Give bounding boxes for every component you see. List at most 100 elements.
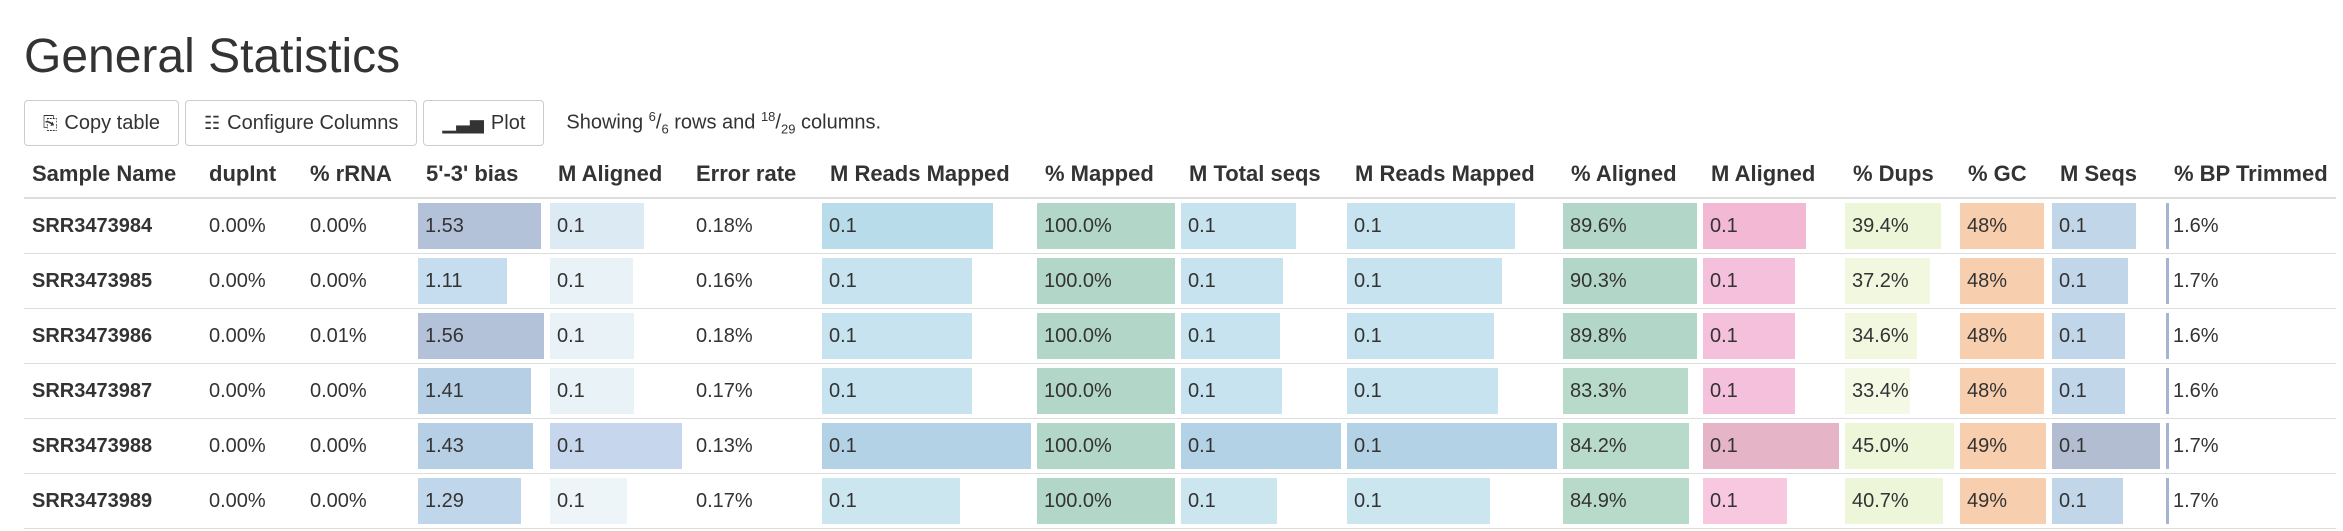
bar-cell: 45.0% <box>1845 423 1954 469</box>
value-bar <box>550 368 635 414</box>
cell-value: 0.1 <box>1354 215 1382 237</box>
error-rate-cell: 0.18% <box>688 308 822 364</box>
value-bar <box>1703 423 1839 469</box>
table-toolbar: ⎘ Copy table ☷ Configure Columns ▁▃▅ Plo… <box>24 99 2343 147</box>
bar-cell: 33.4% <box>1845 368 1954 414</box>
cell-value: 0.1 <box>1354 380 1382 402</box>
value-bar <box>1960 313 2045 359</box>
value-bar <box>1845 258 1931 304</box>
column-header-bp-trimmed[interactable]: % BP Trimmed <box>2166 151 2336 199</box>
cell-value: 0.1 <box>1188 325 1216 347</box>
cell-value: 1.7% <box>2173 270 2219 292</box>
cell-value: 0.1 <box>557 325 585 347</box>
column-header-m-reads-mapped[interactable]: M Reads Mapped <box>822 151 1037 199</box>
value-bar <box>822 423 1031 469</box>
bar-cell: 0.1 <box>2052 368 2160 414</box>
value-bar <box>2052 478 2124 524</box>
cell-value: 0.1 <box>1710 490 1738 512</box>
rrna-cell: 0.00% <box>302 473 418 529</box>
bar-cell: 0.1 <box>1181 423 1341 469</box>
value-bar <box>1960 368 2045 414</box>
value-bar <box>1181 368 1282 414</box>
column-header-m-total-seqs[interactable]: M Total seqs <box>1181 151 1347 199</box>
cell-value: 0.1 <box>557 270 585 292</box>
bar-cell: 0.1 <box>1347 368 1557 414</box>
column-header-m-aligned[interactable]: M Aligned <box>1703 151 1845 199</box>
m-reads-mapped-cell: 0.1 <box>1347 473 1563 529</box>
bp-trimmed-cell: 1.7% <box>2166 418 2336 474</box>
bar-cell: 90.3% <box>1563 258 1697 304</box>
column-header-dups[interactable]: % Dups <box>1845 151 1960 199</box>
column-header-aligned[interactable]: % Aligned <box>1563 151 1703 199</box>
value-bar <box>1563 203 1697 249</box>
column-header-gc[interactable]: % GC <box>1960 151 2052 199</box>
cell-value: 1.29 <box>425 490 464 512</box>
m-total-seqs-cell: 0.1 <box>1181 253 1347 309</box>
column-header-m-aligned[interactable]: M Aligned <box>550 151 688 199</box>
m-aligned-cell: 0.1 <box>1703 363 1845 419</box>
value-bar <box>822 258 973 304</box>
m-seqs-cell: 0.1 <box>2052 198 2166 254</box>
value-bar <box>1037 258 1175 304</box>
aligned-cell: 84.9% <box>1563 473 1703 529</box>
cell-value: 0.1 <box>1354 490 1382 512</box>
bar-cell: 48% <box>1960 258 2046 304</box>
rrna-cell: 0.00% <box>302 198 418 254</box>
table-header-row: Sample Name dupInt% rRNA 5'-3' bias M Align… <box>24 151 2336 199</box>
bar-cell: 84.9% <box>1563 478 1697 524</box>
bar-cell: 89.8% <box>1563 313 1697 359</box>
bp-trimmed-cell: 1.6% <box>2166 198 2336 254</box>
table-row: SRR3473989 0.00% 0.00% 1.29 0.1 0.17% 0.1 100.0… <box>24 473 2336 529</box>
bp-trimmed-cell: 1.7% <box>2166 473 2336 529</box>
column-header-dupint[interactable]: dupInt <box>201 151 302 199</box>
cols-shown: 18 <box>760 109 776 125</box>
m-reads-mapped-cell: 0.1 <box>822 308 1037 364</box>
value-bar <box>2166 423 2170 469</box>
mapped-cell: 100.0% <box>1037 198 1181 254</box>
bar-cell: 0.1 <box>1181 258 1341 304</box>
value-bar <box>1181 478 1277 524</box>
column-header-rrna[interactable]: % rRNA <box>302 151 418 199</box>
m-aligned-cell: 0.1 <box>550 253 688 309</box>
value-bar <box>1037 423 1175 469</box>
copy-table-button[interactable]: ⎘ Copy table <box>24 100 180 146</box>
rrna-cell: 0.01% <box>302 308 418 364</box>
dups-cell: 33.4% <box>1845 363 1960 419</box>
cell-value: 0.1 <box>557 435 585 457</box>
column-header-5-3-bias[interactable]: 5'-3' bias <box>418 151 550 199</box>
dupint-cell: 0.00% <box>201 308 302 364</box>
bar-cell: 1.41 <box>418 368 544 414</box>
bar-cell: 0.1 <box>1703 368 1839 414</box>
value-bar <box>418 478 522 524</box>
cell-value: 0.1 <box>829 325 857 347</box>
bar-cell: 0.1 <box>550 258 682 304</box>
value-bar <box>1845 203 1941 249</box>
column-header-error-rate[interactable]: Error rate <box>688 151 822 199</box>
configure-columns-button[interactable]: ☷ Configure Columns <box>185 100 418 146</box>
cell-value: 0.1 <box>829 490 857 512</box>
value-bar <box>1563 423 1689 469</box>
bar-cell: 100.0% <box>1037 203 1175 249</box>
m-aligned-cell: 0.1 <box>550 198 688 254</box>
cell-value: 0.1 <box>1188 270 1216 292</box>
plot-button[interactable]: ▁▃▅ Plot <box>423 100 545 146</box>
mapped-cell: 100.0% <box>1037 308 1181 364</box>
cols-total: 29 <box>780 121 796 137</box>
value-bar <box>2166 258 2170 304</box>
column-header-mapped[interactable]: % Mapped <box>1037 151 1181 199</box>
m-aligned-cell: 0.1 <box>1703 473 1845 529</box>
column-header-m-reads-mapped[interactable]: M Reads Mapped <box>1347 151 1563 199</box>
bar-cell: 100.0% <box>1037 478 1175 524</box>
bar-cell: 0.1 <box>550 423 682 469</box>
cell-value: 40.7% <box>1852 490 1909 512</box>
sample-name-cell: SRR3473986 <box>24 308 201 364</box>
cell-value: 34.6% <box>1852 325 1909 347</box>
column-header-sample-name[interactable]: Sample Name <box>24 151 201 199</box>
value-bar <box>418 423 533 469</box>
column-header-m-seqs[interactable]: M Seqs <box>2052 151 2166 199</box>
m-seqs-cell: 0.1 <box>2052 363 2166 419</box>
m-total-seqs-cell: 0.1 <box>1181 308 1347 364</box>
m-reads-mapped-cell: 0.1 <box>1347 198 1563 254</box>
sample-name-cell: SRR3473984 <box>24 198 201 254</box>
cell-value: 0.1 <box>1188 215 1216 237</box>
